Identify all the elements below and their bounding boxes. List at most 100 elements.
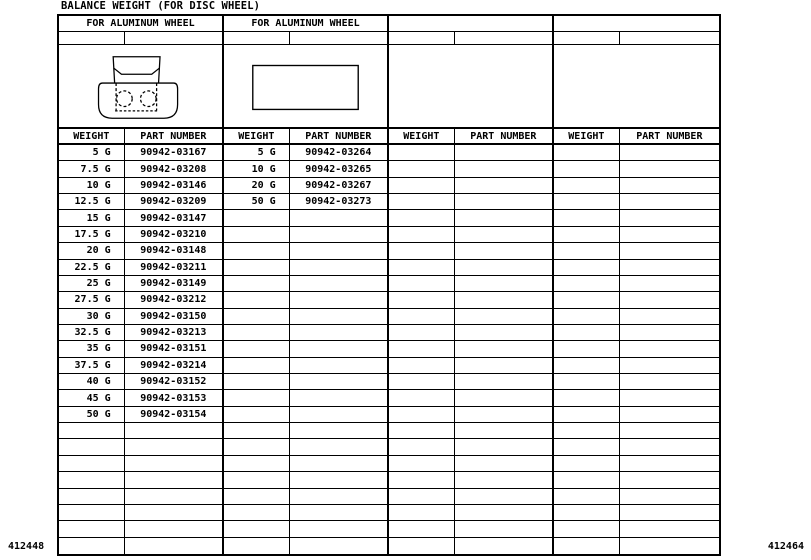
part-number-cell bbox=[454, 243, 554, 260]
empty-cell bbox=[289, 32, 390, 45]
part-number-cell bbox=[619, 210, 719, 227]
part-number-cell bbox=[619, 423, 719, 440]
part-number-cell bbox=[619, 194, 719, 211]
group-header-empty-4 bbox=[554, 16, 719, 32]
empty-cell bbox=[59, 32, 125, 45]
part-number-cell bbox=[454, 161, 554, 178]
weight-cell bbox=[389, 161, 455, 178]
part-number-cell bbox=[619, 358, 719, 375]
part-number-cell bbox=[124, 504, 224, 522]
weight-cell: 7.5 G bbox=[59, 161, 125, 178]
weight-cell bbox=[389, 455, 455, 473]
weight-cell bbox=[554, 161, 620, 178]
part-number-cell bbox=[454, 390, 554, 407]
part-number-cell bbox=[124, 521, 224, 538]
weight-cell bbox=[389, 406, 455, 424]
table-row: 37.5 G 90942-03214 bbox=[59, 357, 719, 375]
part-number-cell bbox=[454, 439, 554, 456]
group-header-aluminum-2: FOR ALUMINUM WHEEL bbox=[224, 16, 389, 32]
part-number-cell bbox=[454, 292, 554, 309]
part-number-cell bbox=[289, 226, 389, 244]
weight-cell bbox=[224, 423, 290, 440]
part-number-cell: 90942-03212 bbox=[124, 292, 224, 309]
weight-cell bbox=[59, 455, 125, 473]
weight-cell: 10 G bbox=[59, 177, 125, 195]
part-number-cell bbox=[619, 521, 719, 538]
weight-cell bbox=[554, 521, 620, 538]
empty-cell bbox=[124, 32, 225, 45]
part-number-cell bbox=[454, 455, 554, 473]
part-number-cell bbox=[454, 177, 554, 195]
part-number-cell bbox=[619, 161, 719, 178]
weight-cell bbox=[554, 226, 620, 244]
part-number-cell bbox=[289, 406, 389, 424]
weight-column-header: WEIGHT bbox=[554, 129, 620, 145]
table-row bbox=[59, 488, 719, 505]
weight-cell bbox=[224, 226, 290, 244]
table-row: 5 G 90942-03167 5 G 90942-03264 bbox=[59, 145, 719, 162]
table-row: 20 G 90942-03148 bbox=[59, 243, 719, 260]
weight-cell bbox=[224, 406, 290, 424]
weight-cell bbox=[389, 259, 455, 276]
part-number-column-header: PART NUMBER bbox=[124, 129, 225, 145]
weight-cell bbox=[59, 439, 125, 456]
weight-cell bbox=[389, 324, 455, 342]
part-number-cell: 90942-03209 bbox=[124, 194, 224, 211]
weight-cell bbox=[224, 210, 290, 227]
table-row: 7.5 G 90942-03208 10 G 90942-03265 bbox=[59, 161, 719, 178]
table-row: 12.5 G 90942-03209 50 G 90942-03273 bbox=[59, 194, 719, 211]
table-row: 10 G 90942-03146 20 G 90942-03267 bbox=[59, 177, 719, 195]
part-number-cell bbox=[454, 324, 554, 342]
weight-cell bbox=[389, 275, 455, 293]
table-row: 32.5 G 90942-03213 bbox=[59, 324, 719, 342]
weight-cell bbox=[59, 423, 125, 440]
weight-cell bbox=[224, 521, 290, 538]
page-title: BALANCE WEIGHT (FOR DISC WHEEL) bbox=[61, 0, 261, 12]
weight-cell: 32.5 G bbox=[59, 324, 125, 342]
part-number-cell bbox=[289, 275, 389, 293]
part-number-cell bbox=[454, 504, 554, 522]
weight-cell bbox=[224, 472, 290, 489]
weight-cell bbox=[554, 341, 620, 358]
weight-cell bbox=[389, 210, 455, 227]
part-number-cell bbox=[619, 456, 719, 473]
part-number-cell: 90942-03267 bbox=[289, 177, 389, 195]
empty-cell bbox=[389, 32, 455, 45]
part-number-cell: 90942-03167 bbox=[124, 145, 224, 162]
weight-cell: 25 G bbox=[59, 275, 125, 293]
weight-cell bbox=[389, 472, 455, 489]
data-rows: 5 G 90942-03167 5 G 90942-03264 7.5 G 90942-0… bbox=[59, 145, 719, 554]
part-number-cell bbox=[289, 439, 389, 456]
part-number-cell: 90942-03150 bbox=[124, 308, 224, 325]
part-number-cell: 90942-03210 bbox=[124, 226, 224, 244]
table-row: 15 G 90942-03147 bbox=[59, 210, 719, 227]
part-number-cell bbox=[619, 178, 719, 195]
weight-cell bbox=[389, 521, 455, 538]
weight-cell bbox=[554, 259, 620, 276]
part-number-cell bbox=[124, 455, 224, 473]
weight-cell bbox=[224, 308, 290, 325]
weight-cell bbox=[224, 259, 290, 276]
weight-cell bbox=[389, 308, 455, 325]
weight-cell bbox=[224, 341, 290, 358]
part-number-cell: 90942-03148 bbox=[124, 243, 224, 260]
weight-cell: 45 G bbox=[59, 390, 125, 407]
weight-cell bbox=[554, 357, 620, 375]
table-row: 40 G 90942-03152 bbox=[59, 374, 719, 391]
weight-cell bbox=[389, 194, 455, 211]
weight-cell bbox=[224, 243, 290, 260]
part-number-cell bbox=[619, 439, 719, 456]
part-number-cell bbox=[454, 145, 554, 162]
weight-cell bbox=[554, 324, 620, 342]
part-number-cell bbox=[620, 538, 719, 554]
table-row bbox=[59, 455, 719, 473]
part-number-cell bbox=[454, 341, 554, 358]
empty-cell bbox=[619, 32, 720, 45]
weight-cell bbox=[389, 357, 455, 375]
part-number-cell bbox=[124, 439, 224, 456]
table-row: 27.5 G 90942-03212 bbox=[59, 292, 719, 309]
part-number-cell: 90942-03147 bbox=[124, 210, 224, 227]
table-row: 30 G 90942-03150 bbox=[59, 308, 719, 325]
weight-cell bbox=[224, 504, 290, 522]
